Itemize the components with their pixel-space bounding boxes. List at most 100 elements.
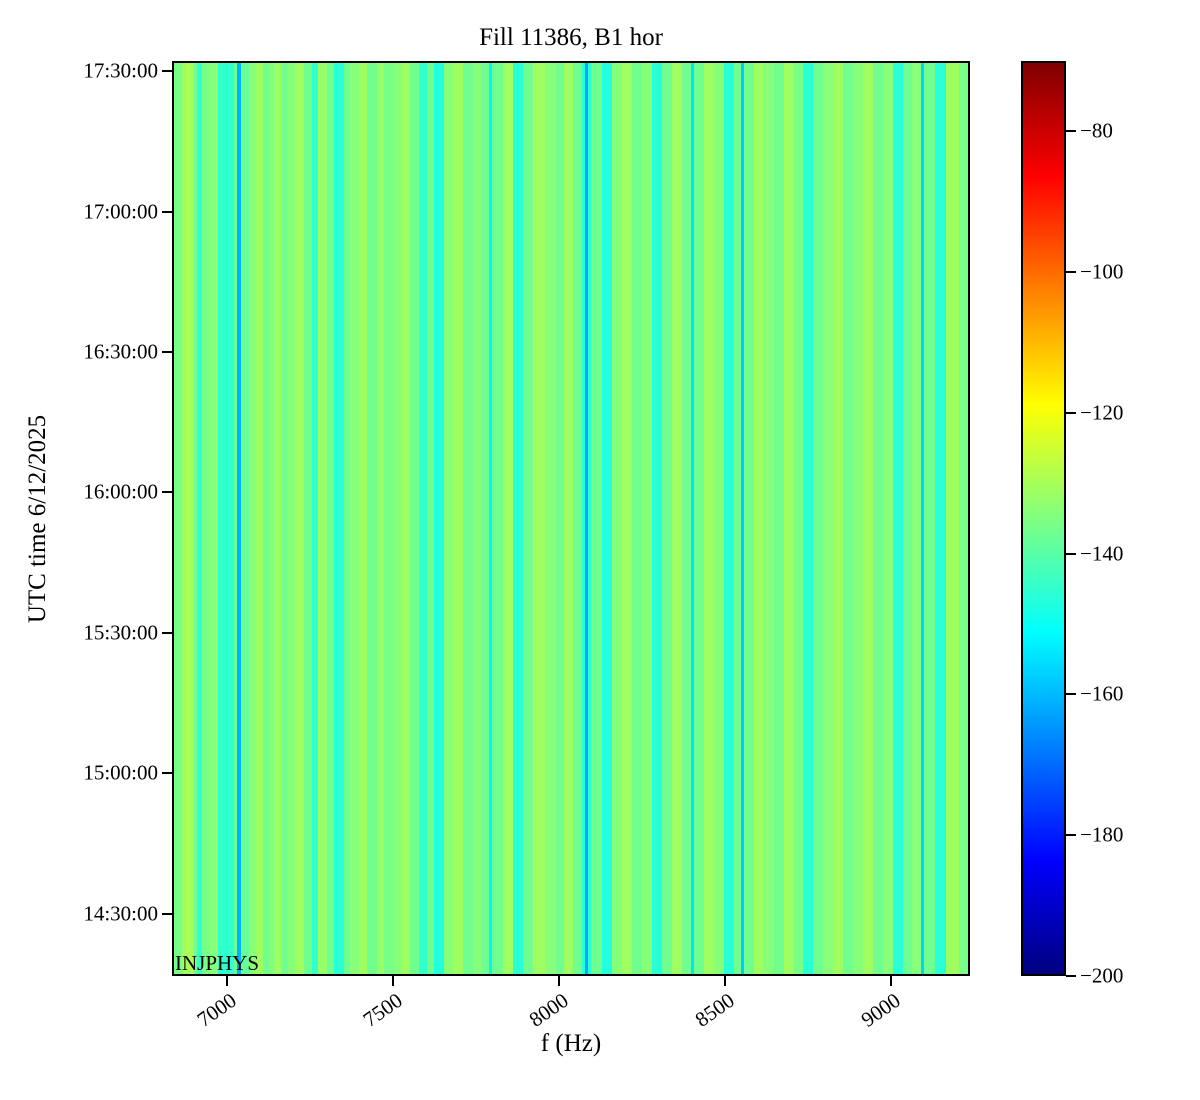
heatmap-column bbox=[367, 63, 377, 974]
x-tick-mark bbox=[557, 976, 560, 986]
heatmap-column bbox=[274, 63, 283, 974]
heatmap-column bbox=[555, 63, 564, 974]
y-tick-mark bbox=[162, 350, 172, 353]
heatmap-column bbox=[418, 63, 427, 974]
x-tick-mark bbox=[889, 976, 892, 986]
heatmap-column bbox=[714, 63, 725, 974]
heatmap-column bbox=[491, 63, 503, 974]
heatmap-column bbox=[584, 63, 588, 974]
heatmap-column bbox=[343, 63, 350, 974]
heatmap-column bbox=[349, 63, 360, 974]
heatmap-column bbox=[443, 63, 454, 974]
heatmap-column bbox=[263, 63, 269, 974]
heatmap-column bbox=[545, 63, 556, 974]
heatmap-column bbox=[174, 63, 183, 974]
heatmap-column bbox=[401, 63, 411, 974]
heatmap-column bbox=[326, 63, 335, 974]
heatmap-column bbox=[753, 63, 764, 974]
heatmap-column bbox=[921, 63, 924, 974]
y-tick-label: 17:00:00 bbox=[83, 199, 158, 224]
y-axis-label: UTC time 6/12/2025 bbox=[24, 414, 51, 624]
colorbar-tick-mark bbox=[1066, 693, 1076, 696]
heatmap-column bbox=[652, 63, 663, 974]
heatmap-column bbox=[482, 63, 489, 974]
heatmap-column bbox=[958, 63, 968, 974]
heatmap-column bbox=[334, 63, 344, 974]
y-tick-mark bbox=[162, 70, 172, 73]
heatmap-column bbox=[704, 63, 715, 974]
heatmap-column bbox=[612, 63, 623, 974]
heatmap-column bbox=[249, 63, 255, 974]
heatmap-column bbox=[194, 63, 198, 974]
heatmap-column bbox=[317, 63, 327, 974]
y-tick-mark bbox=[162, 772, 172, 775]
y-tick-label: 16:30:00 bbox=[83, 339, 158, 364]
heatmap-column bbox=[693, 63, 705, 974]
plot-title: Fill 11386, B1 hor bbox=[479, 24, 663, 51]
heatmap-column bbox=[393, 63, 402, 974]
heatmap-column bbox=[383, 63, 394, 974]
colorbar-tick-label: −140 bbox=[1080, 541, 1124, 566]
heatmap-column bbox=[671, 63, 682, 974]
heatmap-column bbox=[533, 63, 546, 974]
heatmap-column bbox=[453, 63, 464, 974]
colorbar bbox=[1021, 61, 1066, 976]
heatmap-column bbox=[724, 63, 735, 974]
heatmap-column bbox=[237, 63, 241, 974]
heatmap-column bbox=[833, 63, 844, 974]
heatmap-column bbox=[803, 63, 814, 974]
heatmap-column bbox=[303, 63, 312, 974]
heatmap-column bbox=[642, 63, 653, 974]
heatmap-column bbox=[783, 63, 794, 974]
heatmap-column bbox=[872, 63, 883, 974]
x-tick-mark bbox=[225, 976, 228, 986]
heatmap-plot-area: INJPHYS bbox=[172, 61, 970, 976]
heatmap-column bbox=[502, 63, 514, 974]
heatmap-column bbox=[473, 63, 483, 974]
heatmap-column bbox=[622, 63, 633, 974]
heatmap-column bbox=[182, 63, 187, 974]
colorbar-tick-mark bbox=[1066, 130, 1076, 133]
y-tick-label: 15:30:00 bbox=[83, 620, 158, 645]
heatmap-column bbox=[632, 63, 643, 974]
heatmap-column bbox=[853, 63, 863, 974]
spectrogram-image bbox=[174, 63, 968, 974]
y-tick-mark bbox=[162, 912, 172, 915]
y-tick-mark bbox=[162, 491, 172, 494]
heatmap-column bbox=[601, 63, 613, 974]
heatmap-column bbox=[208, 63, 218, 974]
heatmap-column bbox=[488, 63, 492, 974]
colorbar-tick-label: −180 bbox=[1080, 822, 1124, 847]
heatmap-column bbox=[523, 63, 534, 974]
heatmap-column bbox=[902, 63, 913, 974]
heatmap-column bbox=[186, 63, 195, 974]
heatmap-column bbox=[240, 63, 249, 974]
y-tick-mark bbox=[162, 210, 172, 213]
heatmap-column bbox=[813, 63, 824, 974]
y-tick-mark bbox=[162, 631, 172, 634]
heatmap-column bbox=[681, 63, 692, 974]
heatmap-column bbox=[434, 63, 444, 974]
heatmap-column bbox=[912, 63, 922, 974]
heatmap-column bbox=[945, 63, 959, 974]
heatmap-column bbox=[662, 63, 672, 974]
colorbar-tick-mark bbox=[1066, 975, 1076, 977]
colorbar-tick-mark bbox=[1066, 552, 1076, 555]
colorbar-tick-label: −100 bbox=[1080, 259, 1124, 284]
heatmap-column bbox=[862, 63, 873, 974]
heatmap-column bbox=[197, 63, 203, 974]
heatmap-column bbox=[359, 63, 368, 974]
heatmap-column bbox=[582, 63, 585, 974]
heatmap-column bbox=[463, 63, 474, 974]
colorbar-tick-label: −120 bbox=[1080, 400, 1124, 425]
heatmap-column bbox=[892, 63, 903, 974]
heatmap-column bbox=[590, 63, 602, 974]
heatmap-column bbox=[254, 63, 264, 974]
heatmap-column bbox=[823, 63, 834, 974]
colorbar-tick-label: −80 bbox=[1080, 118, 1113, 143]
x-tick-mark bbox=[723, 976, 726, 986]
heatmap-column bbox=[268, 63, 275, 974]
heatmap-column bbox=[311, 63, 318, 974]
heatmap-column bbox=[233, 63, 238, 974]
